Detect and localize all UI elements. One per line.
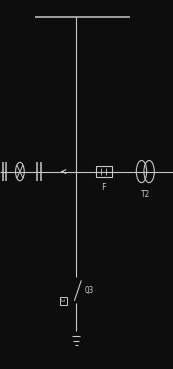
Text: F: F bbox=[102, 183, 106, 192]
Bar bbox=[96, 166, 112, 177]
Text: ω: ω bbox=[61, 298, 65, 303]
Bar bbox=[60, 297, 67, 305]
Text: T2: T2 bbox=[141, 190, 150, 199]
Text: Q3: Q3 bbox=[85, 286, 94, 295]
